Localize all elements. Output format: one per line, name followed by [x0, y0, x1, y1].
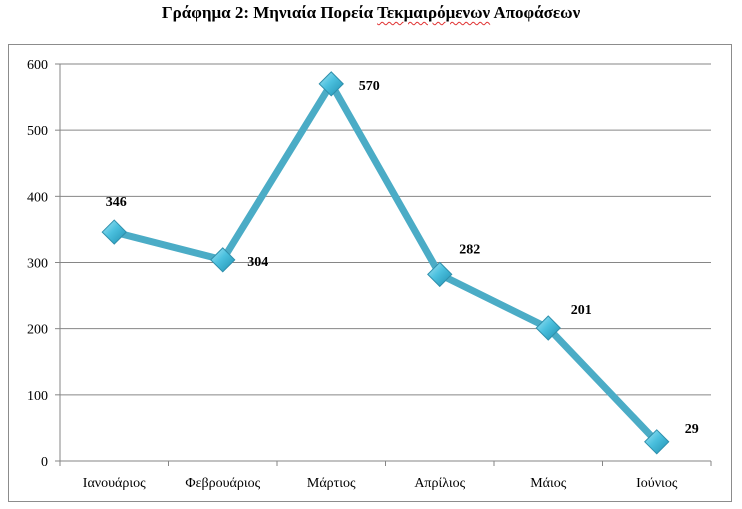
x-tick-label: Φεβρουάριος	[185, 476, 260, 491]
data-point-marker	[318, 71, 344, 97]
x-tick-label: Ιανουάριος	[83, 476, 146, 491]
x-axis-ticks: Ιανουάριος Φεβρουάριος Μάρτιος Απρίλιος Μάιο…	[83, 476, 678, 491]
data-point-marker	[210, 247, 236, 273]
data-point-marker	[101, 219, 127, 245]
data-label: 282	[459, 242, 480, 257]
y-tick-label: 0	[41, 455, 48, 470]
gridlines	[60, 63, 711, 396]
y-tick-label: 300	[27, 257, 48, 272]
data-label: 29	[685, 422, 699, 437]
y-tick-label: 500	[27, 124, 48, 139]
data-label: 570	[359, 79, 380, 94]
data-point-marker	[644, 429, 670, 455]
markers	[101, 71, 670, 455]
chart-title: Γράφημα 2: Μηνιαία Πορεία Τεκμαιρόμενων …	[0, 3, 742, 23]
y-axis-ticks: 0 100 200 300 400 500 600	[27, 58, 48, 470]
data-label: 304	[247, 255, 268, 270]
y-tick-label: 100	[27, 389, 48, 404]
y-tick-label: 200	[27, 323, 48, 338]
x-tick-label: Μάιος	[530, 476, 567, 491]
data-point-marker	[427, 261, 453, 288]
series	[110, 80, 661, 446]
x-tick-label: Απρίλιος	[414, 476, 465, 491]
chart-title-main: Γράφημα 2: Μηνιαία Πορεία	[161, 3, 378, 22]
data-labels: 346 304 570 282 201 29	[106, 79, 699, 437]
y-tick-label: 400	[27, 190, 48, 205]
y-tick-label: 600	[27, 58, 48, 73]
x-tick-label: Ιούνιος	[636, 476, 678, 491]
data-label: 346	[106, 195, 127, 210]
series-line	[110, 80, 661, 446]
data-label: 201	[571, 303, 592, 318]
axes	[55, 63, 712, 466]
chart-title-end: Αποφάσεων	[490, 3, 581, 22]
x-tick-label: Μάρτιος	[307, 476, 356, 491]
data-point-marker	[535, 315, 561, 341]
chart-frame	[8, 44, 732, 502]
chart-title-misspelled-word: Τεκμαιρόμενων	[377, 3, 491, 22]
